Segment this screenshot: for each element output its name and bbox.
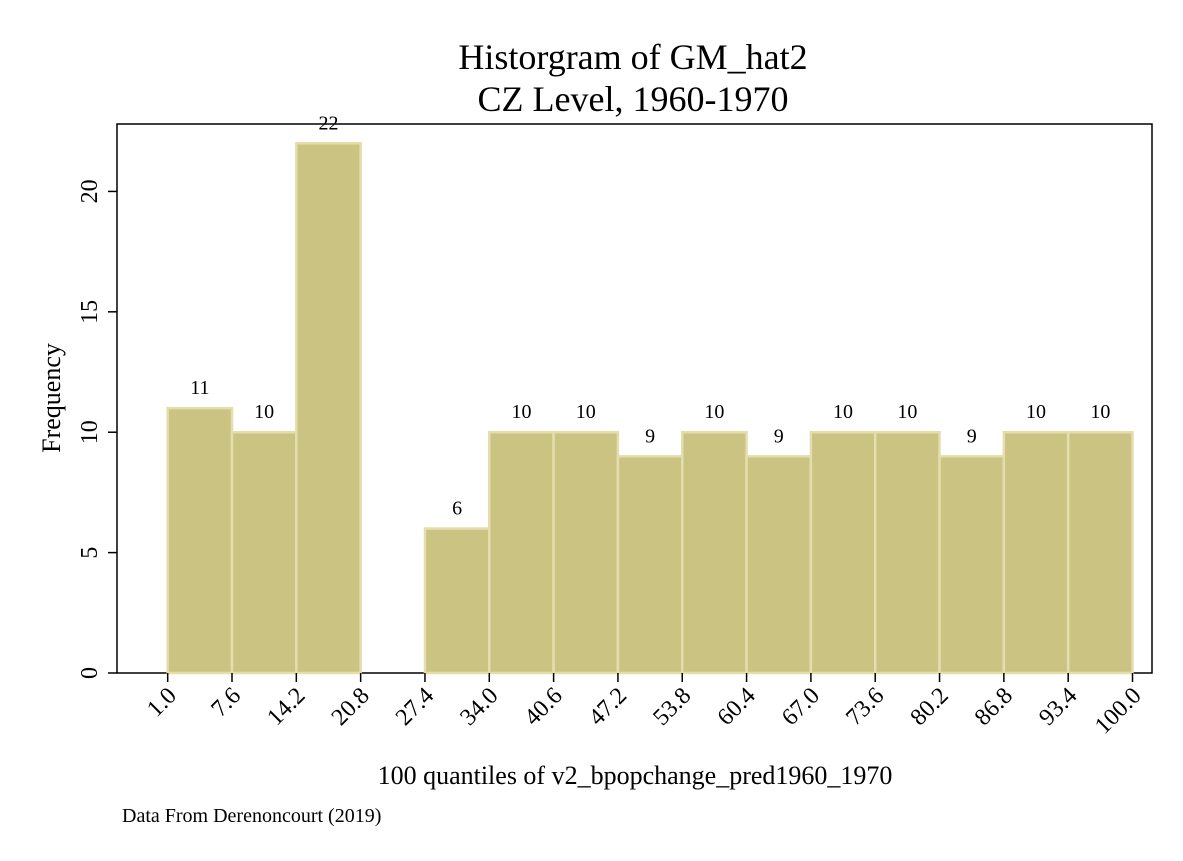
y-tick-label-4: 20 <box>77 179 103 203</box>
bars-group <box>166 142 1134 675</box>
bar-9 <box>745 455 813 675</box>
bar-value-label-8: 10 <box>704 401 724 423</box>
bar-value-label-9: 9 <box>774 425 784 447</box>
bar-6 <box>552 430 620 675</box>
bar-value-label-14: 10 <box>1090 401 1110 423</box>
bar-value-label-4: 6 <box>452 498 462 520</box>
bar-12 <box>938 455 1006 675</box>
bar-2 <box>295 142 362 675</box>
bar-7 <box>616 455 684 675</box>
y-tick-label-3: 15 <box>77 300 103 324</box>
bar-value-label-5: 10 <box>511 401 531 423</box>
y-axis: 0 5 10 15 20 <box>77 179 117 679</box>
bar-labels-group: 11 10 22 6 10 10 9 10 9 10 10 9 10 10 <box>190 112 1110 519</box>
bar-value-label-11: 10 <box>897 401 917 423</box>
chart-title: Historgram of GM_hat2 <box>458 37 807 77</box>
bar-value-label-7: 9 <box>645 425 655 447</box>
bar-1 <box>230 430 298 675</box>
bar-4 <box>423 527 491 675</box>
bar-value-label-6: 10 <box>576 401 596 423</box>
y-tick-label-2: 10 <box>77 420 103 444</box>
bar-value-label-2: 22 <box>318 112 338 134</box>
y-tick-label-1: 5 <box>77 547 103 559</box>
bar-value-label-10: 10 <box>833 401 853 423</box>
x-axis-title: 100 quantiles of v2_bpopchange_pred1960_… <box>378 761 893 790</box>
bar-14 <box>1066 430 1134 675</box>
bar-11 <box>873 430 941 675</box>
source-note: Data From Derenoncourt (2019) <box>122 805 381 827</box>
bar-value-label-0: 11 <box>190 377 209 399</box>
bar-value-label-12: 9 <box>967 425 977 447</box>
bar-5 <box>488 430 555 675</box>
bar-value-label-1: 10 <box>254 401 274 423</box>
bar-10 <box>809 430 877 675</box>
bar-0 <box>166 406 234 675</box>
chart-subtitle: CZ Level, 1960-1970 <box>478 79 789 119</box>
bar-8 <box>681 430 748 675</box>
bar-13 <box>1002 430 1070 675</box>
y-axis-title: Frequency <box>37 343 66 453</box>
y-tick-label-0: 0 <box>77 667 103 679</box>
bar-value-label-13: 10 <box>1026 401 1046 423</box>
